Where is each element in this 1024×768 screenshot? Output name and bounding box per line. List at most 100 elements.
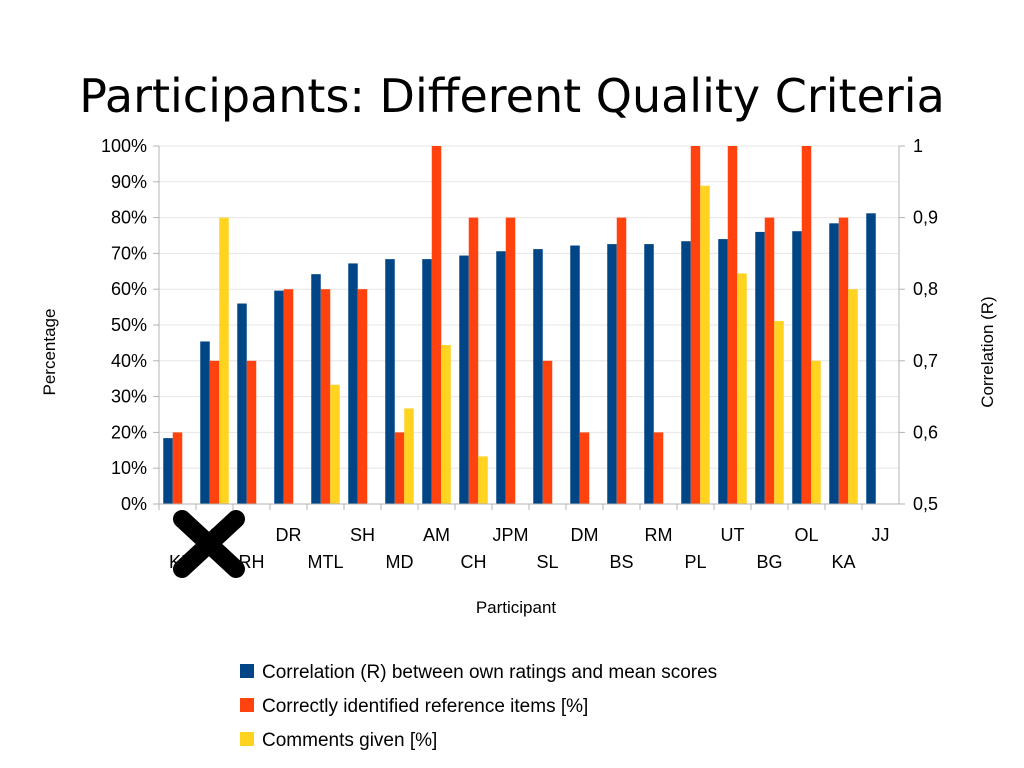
bar [755, 231, 765, 505]
bar [385, 259, 395, 504]
x-tick-label: JPM [493, 525, 529, 545]
legend-label: Correlation (R) between own ratings and … [262, 662, 717, 683]
bar [579, 432, 590, 504]
bar [718, 239, 728, 504]
y-tick-label: 50% [111, 315, 147, 335]
x-tick-label: DM [571, 525, 599, 545]
y-tick-label: 10% [111, 458, 147, 478]
x-tick-label: DR [276, 525, 302, 545]
bar [348, 263, 358, 504]
y2-tick-label: 0,6 [913, 422, 938, 442]
bar [774, 321, 784, 504]
legend: Correlation (R) between own ratings and … [240, 662, 717, 751]
bar [505, 217, 516, 504]
legend-label: Comments given [%] [262, 730, 437, 751]
bar [320, 289, 331, 504]
bar [468, 217, 479, 504]
bar [848, 289, 858, 504]
y2-tick-label: 0,7 [913, 351, 938, 371]
y-axis-title: Percentage [40, 309, 59, 396]
bar [459, 255, 469, 504]
bar [422, 259, 432, 504]
legend-swatch [240, 698, 254, 712]
cross-mark-icon [173, 510, 245, 578]
x-tick-label: CH [461, 552, 487, 572]
y2-tick-label: 0,9 [913, 208, 938, 228]
bar [866, 213, 876, 504]
bar [172, 432, 183, 504]
bar [570, 245, 580, 505]
y-tick-label: 70% [111, 243, 147, 263]
bar [283, 289, 294, 504]
bar [219, 217, 229, 504]
bar [644, 244, 654, 505]
bar [357, 289, 368, 504]
x-axis-title: Participant [476, 598, 557, 617]
bar [690, 146, 701, 504]
axes [158, 146, 900, 505]
bar [838, 217, 849, 504]
legend-swatch [240, 664, 254, 678]
bar [311, 274, 321, 504]
x-tick-label: SH [350, 525, 375, 545]
bar [246, 360, 257, 504]
x-tick-label: PL [684, 552, 706, 572]
x-tick-label: AM [423, 525, 450, 545]
x-tick-label: BG [756, 552, 782, 572]
y-tick-label: 90% [111, 172, 147, 192]
bar [681, 241, 691, 504]
bar [737, 273, 747, 504]
bar [533, 249, 543, 504]
y2-tick-label: 0,8 [913, 279, 938, 299]
x-tick-label: MTL [308, 552, 344, 572]
y-tick-label: 60% [111, 279, 147, 299]
bar [478, 456, 488, 504]
x-tick-label: RM [645, 525, 673, 545]
x-tick-label: BS [609, 552, 633, 572]
bar [496, 251, 506, 504]
y-tick-label: 20% [111, 422, 147, 442]
bar [700, 185, 710, 504]
bar [811, 360, 821, 504]
bar [542, 360, 553, 504]
legend-label: Correctly identified reference items [%] [262, 696, 588, 717]
bar [200, 341, 210, 504]
bar [163, 438, 173, 504]
y-tick-label: 0% [121, 494, 147, 514]
y2-tick-labels: 0,5 0,6 0,7 0,8 0,9 1 [913, 136, 938, 514]
gridlines [153, 145, 905, 510]
bar [727, 146, 738, 504]
bar [330, 384, 340, 504]
bar [607, 244, 617, 505]
bar [274, 290, 284, 504]
y2-tick-label: 1 [913, 136, 923, 156]
y-tick-label: 80% [111, 208, 147, 228]
x-tick-label: SL [536, 552, 558, 572]
bar [653, 432, 664, 504]
bar [616, 217, 627, 504]
bar [792, 231, 802, 505]
y-tick-label: 40% [111, 351, 147, 371]
x-tick-label: KA [831, 552, 855, 572]
x-tick-label: RH [239, 552, 265, 572]
y-tick-label: 30% [111, 387, 147, 407]
bar [829, 223, 839, 504]
bars [163, 146, 876, 505]
bar [209, 360, 220, 504]
bar [431, 146, 442, 504]
cross-mark [173, 510, 245, 578]
y2-tick-label: 0,5 [913, 494, 938, 514]
bar [441, 345, 451, 504]
y2-axis-title: Correlation (R) [978, 296, 997, 407]
slide-title: Participants: Different Quality Criteria [79, 69, 945, 123]
y-tick-labels: 0% 10% 20% 30% 40% 50% 60% 70% 80% 90% 100% [101, 136, 147, 514]
x-tick-labels: KI?RHDRMTLSHMDAMCHJPMSLDMBSRMPLUTBGOLKAJ… [169, 525, 890, 572]
legend-swatch [240, 732, 254, 746]
bar [764, 217, 775, 504]
bar [394, 432, 405, 504]
x-tick-label: UT [721, 525, 745, 545]
y-tick-label: 100% [101, 136, 147, 156]
bar [404, 408, 414, 504]
x-tick-label: OL [794, 525, 818, 545]
